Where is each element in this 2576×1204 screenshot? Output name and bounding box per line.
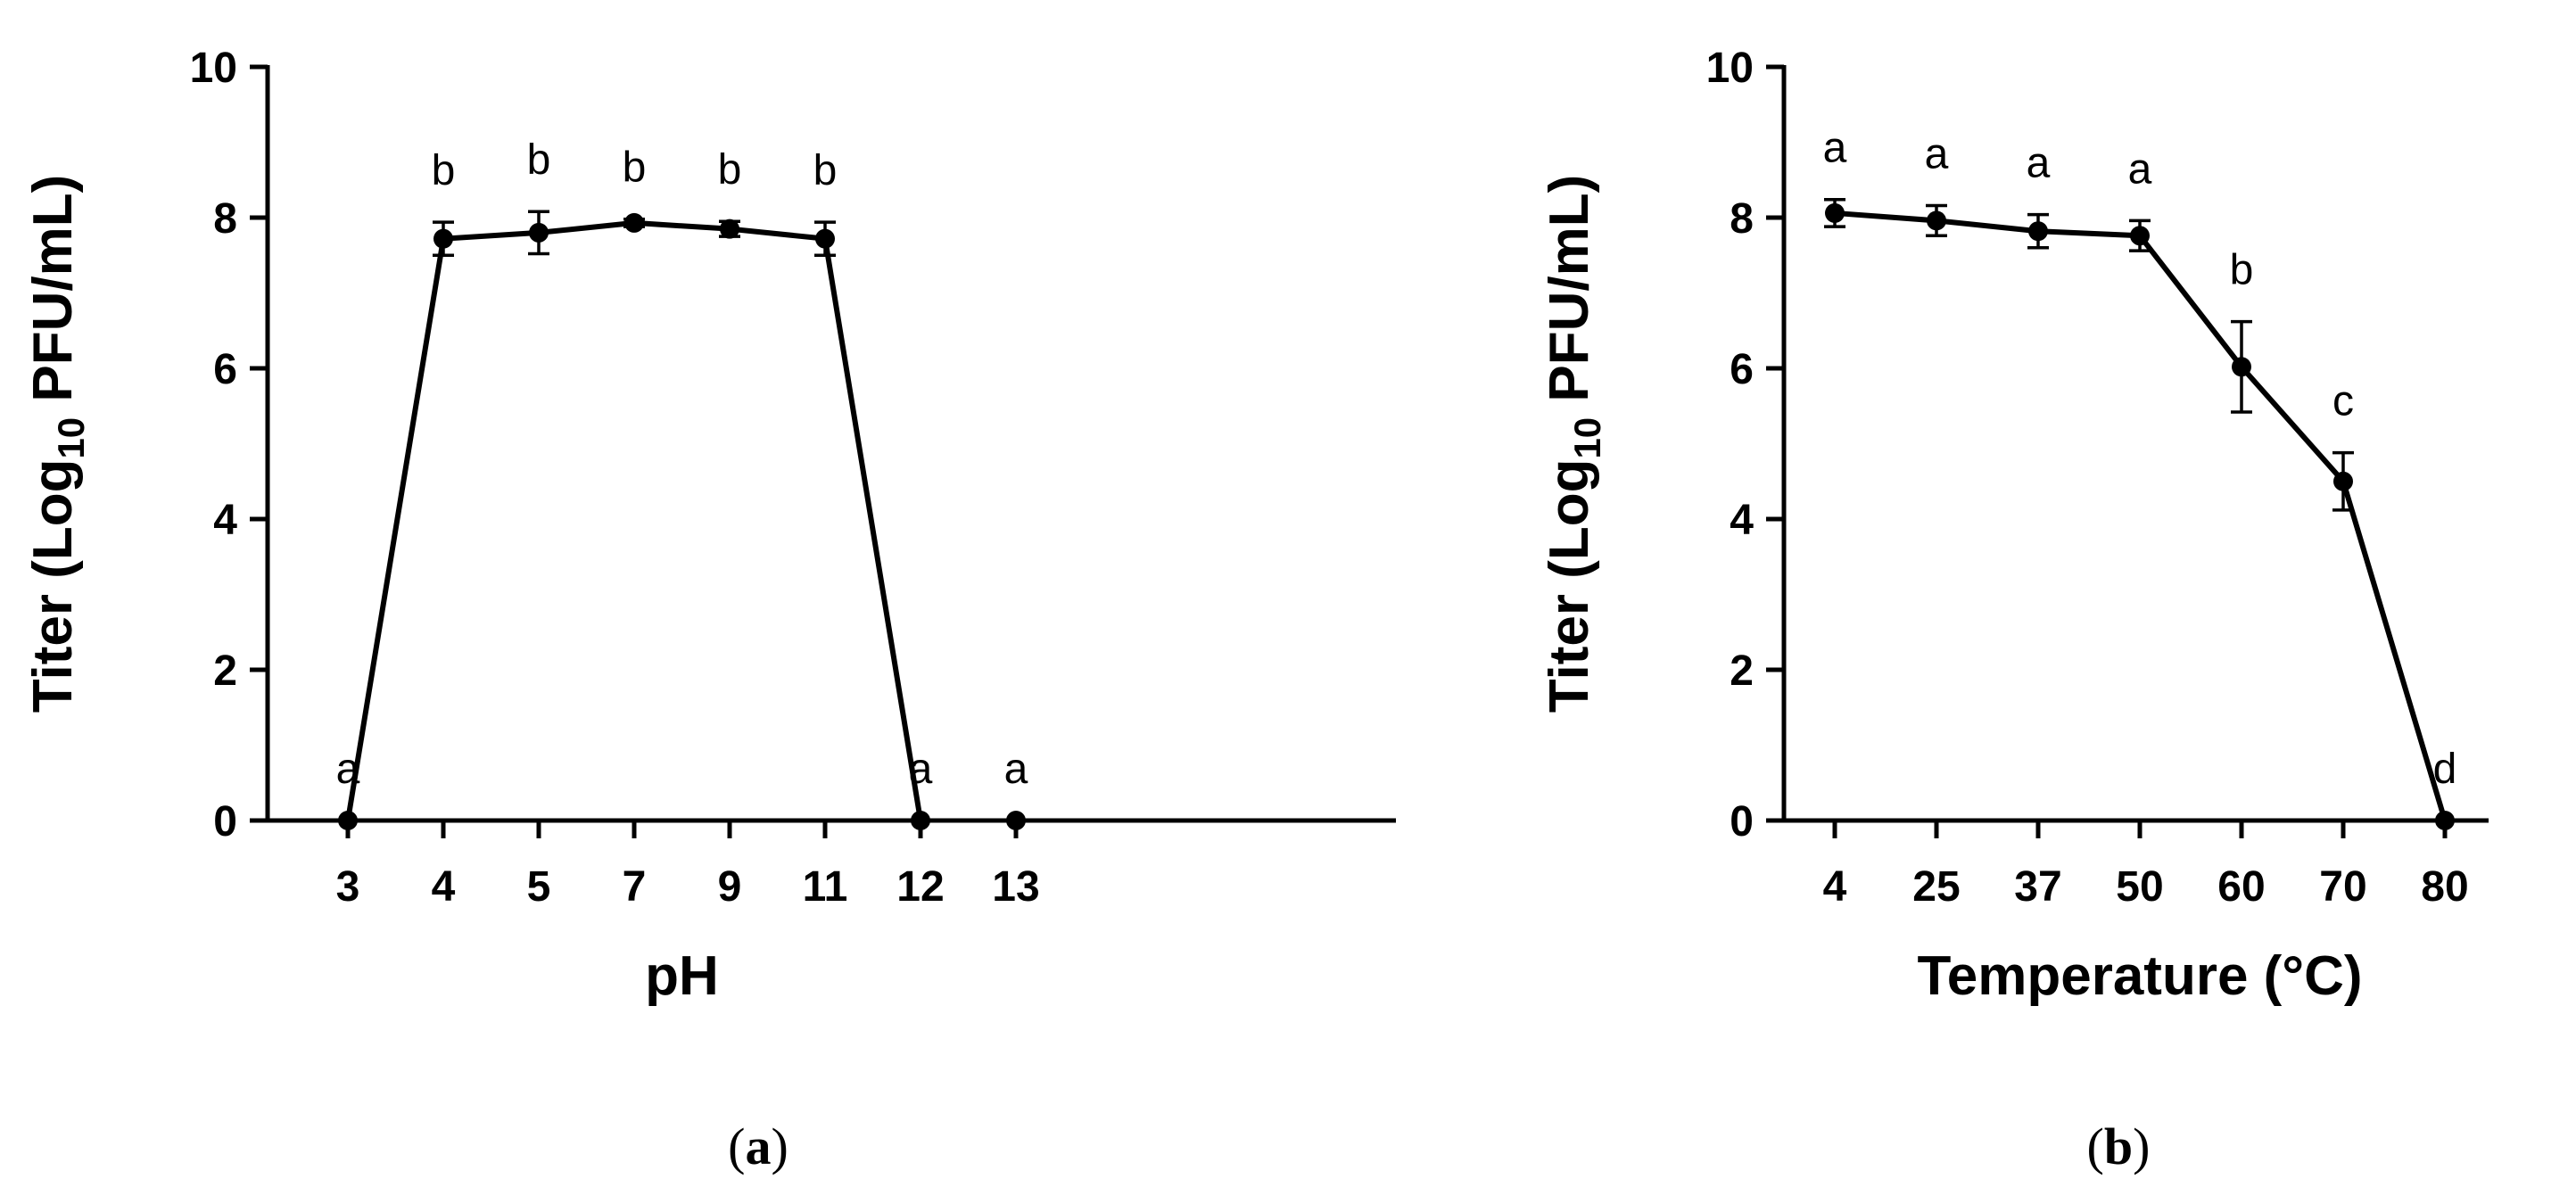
significance-label: a: [909, 746, 933, 793]
series-line: [1834, 210, 2448, 821]
x-axis-title: pH: [645, 945, 719, 1007]
y-tick-label: 0: [213, 798, 237, 845]
x-tick-label: 11: [803, 863, 848, 911]
y-tick-label: 10: [190, 45, 237, 92]
significance-label: b: [2230, 247, 2254, 294]
x-tick-label: 5: [527, 863, 551, 911]
data-point: [1927, 210, 1946, 231]
x-tick-label: 37: [2014, 863, 2061, 911]
panel-label: (b): [2087, 1117, 2151, 1175]
x-tick-label: 80: [2421, 863, 2468, 911]
x-tick-label: 50: [2116, 863, 2163, 911]
data-point: [2130, 226, 2150, 246]
x-tick-label: 70: [2319, 863, 2366, 911]
x-axis-title: Temperature (°C): [1917, 945, 2362, 1007]
data-point: [338, 811, 358, 830]
significance-label: a: [2128, 145, 2152, 193]
significance-label: a: [336, 746, 360, 793]
x-tick-label: 9: [718, 863, 742, 911]
data-point: [624, 212, 644, 233]
data-point: [1006, 811, 1026, 830]
data-point: [911, 811, 930, 830]
x-tick-label: 12: [896, 863, 944, 911]
significance-label: c: [2332, 378, 2354, 425]
data-point: [815, 228, 835, 249]
significance-label: a: [1925, 130, 1949, 177]
data-point: [2232, 357, 2251, 377]
series-line: [345, 219, 923, 821]
y-tick-label: 8: [213, 195, 237, 243]
significance-label: b: [432, 147, 456, 194]
y-axis-title: Titer (Log10 PFU/mL): [22, 175, 92, 713]
x-tick-label: 4: [432, 863, 456, 911]
y-tick-label: 6: [213, 346, 237, 393]
y-tick-label: 4: [1730, 497, 1754, 544]
data-point: [433, 228, 453, 249]
y-tick-label: 0: [1730, 798, 1754, 845]
data-point: [1825, 202, 1845, 223]
significance-label: b: [527, 136, 551, 184]
chart-panel-a: 0 2 4 6 8 10 3 4 5 7 9 11 12 13 a b b b b b a a Titer (Log10 P…: [22, 45, 1396, 1175]
data-point: [2333, 471, 2353, 491]
x-tick-label: 60: [2217, 863, 2265, 911]
y-tick-label: 2: [1730, 647, 1754, 695]
significance-label: a: [2027, 140, 2051, 187]
x-tick-label: 4: [1823, 863, 1847, 911]
y-tick-label: 2: [213, 647, 237, 695]
y-tick-label: 10: [1706, 45, 1754, 92]
chart-panel-b: 0 2 4 6 8 10 4 25 37 50 60 70 80 a a a a b c d Titer (Log10 …: [1539, 45, 2489, 1175]
x-tick-label: 13: [992, 863, 1039, 911]
significance-label: b: [623, 144, 647, 192]
significance-label: a: [1823, 125, 1847, 172]
x-tick-label: 25: [1912, 863, 1960, 911]
x-tick-label: 3: [336, 863, 360, 911]
significance-label: b: [718, 146, 742, 194]
significance-label: b: [813, 147, 838, 194]
y-tick-label: 4: [213, 497, 237, 544]
data-point: [2435, 811, 2455, 830]
x-tick-label: 7: [623, 863, 647, 911]
data-point: [529, 222, 549, 243]
data-point: [2028, 221, 2048, 242]
y-axis-title: Titer (Log10 PFU/mL): [1539, 175, 1608, 713]
significance-label: a: [1004, 746, 1028, 793]
panel-label: (a): [728, 1117, 788, 1175]
y-tick-label: 8: [1730, 195, 1754, 243]
y-tick-label: 6: [1730, 346, 1754, 393]
significance-label: d: [2433, 746, 2457, 793]
data-point: [720, 219, 739, 239]
